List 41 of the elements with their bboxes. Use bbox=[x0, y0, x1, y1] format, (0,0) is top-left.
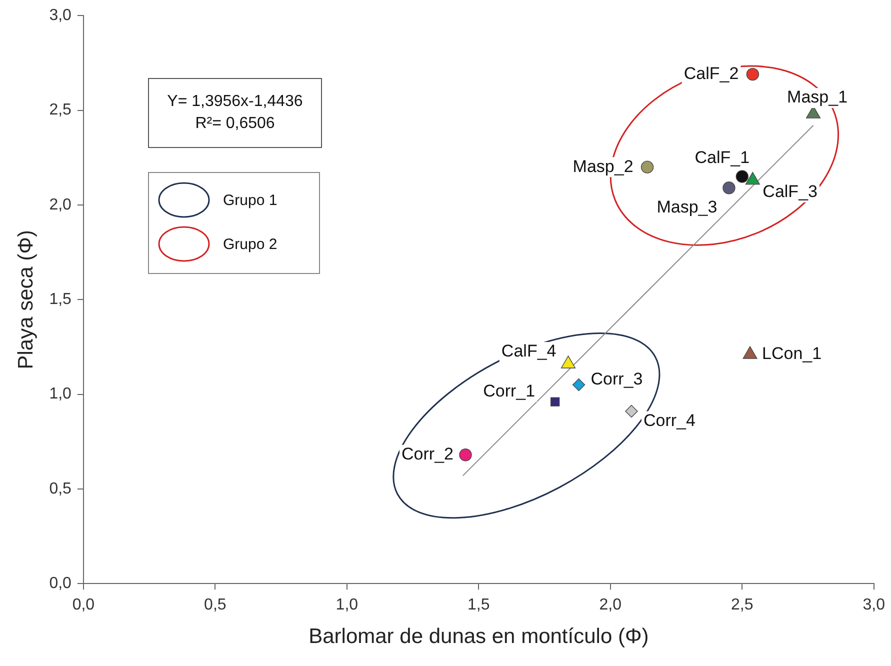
series-label: CalF_1 bbox=[694, 148, 750, 168]
y-axis-title: Playa seca (Φ) bbox=[14, 230, 38, 370]
series-label: LCon_1 bbox=[762, 344, 822, 364]
series-label: CalF_4 bbox=[501, 342, 556, 361]
annotation: Grupo 1 bbox=[223, 192, 278, 208]
series-label: Masp_1 bbox=[787, 88, 848, 107]
y-tick-label: 3,0 bbox=[49, 7, 72, 24]
series-label: CalF_2 bbox=[684, 64, 739, 83]
x-tick-label: 0,5 bbox=[204, 596, 226, 614]
annotation: Grupo 2 bbox=[223, 236, 278, 252]
annotation: R²= 0,6506 bbox=[195, 114, 275, 134]
y-tick-label: 1,0 bbox=[49, 386, 72, 403]
point bbox=[550, 397, 560, 406]
y-tick-label: 1,5 bbox=[49, 291, 72, 308]
x-tick-label: 1,5 bbox=[468, 596, 490, 614]
point bbox=[746, 68, 760, 81]
annotation: Y= 1,3956x-1,4436 bbox=[167, 92, 303, 112]
key-box: Grupo 1 Grupo 2 bbox=[148, 172, 320, 274]
point bbox=[736, 170, 748, 183]
series-label: Corr_1 bbox=[483, 382, 536, 401]
x-tick-label: 2,5 bbox=[731, 596, 754, 614]
y-tick-label: 0,0 bbox=[49, 575, 72, 592]
series-label: Masp_2 bbox=[572, 156, 634, 176]
y-tick-label: 2,5 bbox=[49, 102, 72, 119]
series-label: Corr_2 bbox=[402, 444, 454, 464]
series-label: CalF_3 bbox=[762, 182, 818, 202]
point bbox=[459, 448, 472, 462]
x-tick-label: 3,0 bbox=[862, 596, 886, 614]
x-tick-label: 2,0 bbox=[599, 596, 622, 614]
x-axis-title: Barlomar de dunas en montículo (Φ) bbox=[308, 625, 649, 648]
y-tick-label: 0,5 bbox=[49, 480, 72, 498]
series-label: Masp_3 bbox=[656, 198, 718, 217]
point bbox=[640, 160, 654, 174]
point bbox=[625, 404, 638, 418]
y-tick-label: 2,0 bbox=[49, 196, 72, 214]
point bbox=[722, 182, 736, 194]
x-tick-label: 1,0 bbox=[336, 596, 358, 614]
series-label: Corr_3 bbox=[590, 369, 643, 388]
series-label: Corr_4 bbox=[643, 410, 696, 430]
x-tick-label: 0,0 bbox=[72, 596, 95, 614]
point bbox=[572, 378, 586, 392]
